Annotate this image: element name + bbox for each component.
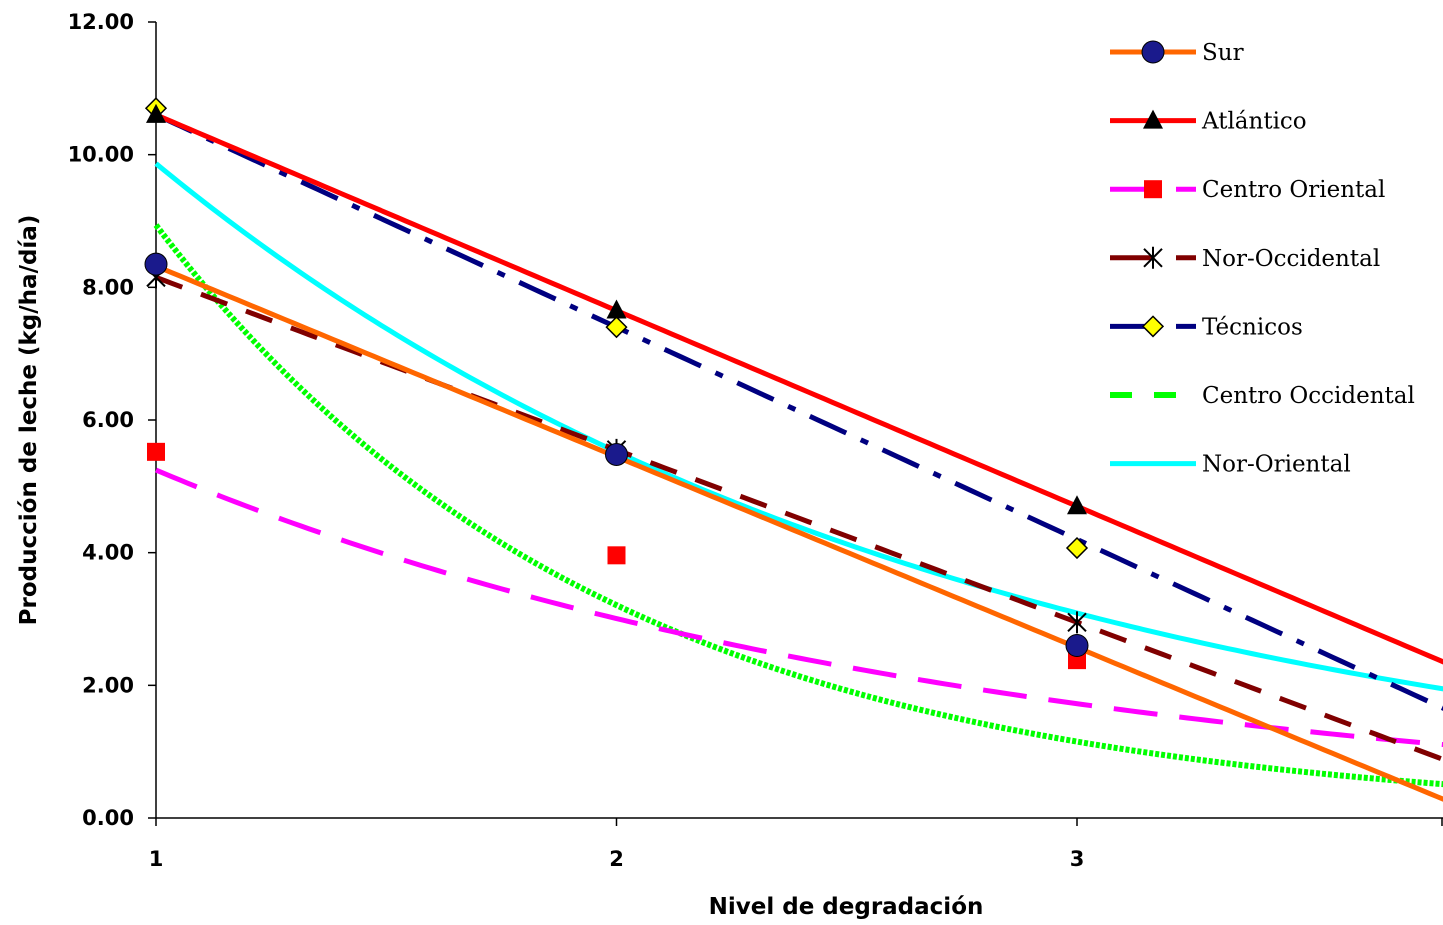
x-tick-label: 2: [609, 847, 624, 871]
data-point-centro-oriental: [147, 442, 165, 461]
x-tick-label: 3: [1070, 847, 1085, 871]
y-tick-label: 12.00: [68, 10, 134, 34]
series-line-centro-oriental: [155, 467, 1443, 748]
y-tick-label: 0.00: [82, 806, 134, 830]
data-point-sur: [144, 252, 168, 276]
legend-marker: [1143, 246, 1163, 269]
series-line-tecnicos: [154, 112, 1443, 711]
legend-item-sur: Sur: [1110, 40, 1244, 66]
marker-layer: [144, 97, 1089, 670]
legend-item-atlantico: Atlántico: [1110, 109, 1307, 135]
axes: [155, 22, 1443, 819]
legend-item-nor-oriental: Nor-Oriental: [1110, 452, 1351, 478]
legend-marker: [1144, 180, 1162, 199]
legend: Sur Atlántico Centro Oriental Nor-Occidenta…: [1110, 40, 1415, 478]
data-point-sur: [1065, 634, 1089, 658]
legend-label: Nor-Occidental: [1202, 246, 1380, 272]
series-line-nor-oriental: [154, 161, 1443, 692]
series-line-centro-occidental: [153, 223, 1443, 788]
data-point-tecnicos: [605, 316, 628, 339]
x-tick-label: 1: [149, 847, 164, 871]
legend-item-centro-oriental: Centro Oriental: [1110, 177, 1385, 203]
legend-label: Centro Oriental: [1202, 177, 1385, 203]
y-tick-label: 2.00: [82, 673, 134, 697]
series-line-sur: [155, 263, 1443, 802]
legend-item-centro-occidental: Centro Occidental: [1110, 383, 1415, 409]
y-tick-label: 10.00: [68, 143, 134, 167]
data-point-nor-occidental: [1067, 611, 1087, 634]
data-point-atlantico: [606, 299, 627, 319]
legend-label: Centro Occidental: [1202, 383, 1415, 409]
legend-marker: [1141, 40, 1165, 64]
y-tick-label: 4.00: [82, 541, 134, 565]
data-point-atlantico: [1067, 495, 1087, 515]
data-point-centro-oriental: [607, 546, 626, 565]
legend-label: Sur: [1202, 40, 1244, 66]
legend-marker: [1143, 109, 1163, 129]
series-line-nor-occidental: [155, 275, 1443, 763]
y-tick-label: 6.00: [82, 408, 134, 432]
legend-item-tecnicos: Técnicos: [1110, 314, 1303, 340]
legend-item-nor-occidental: Nor-Occidental: [1110, 246, 1380, 272]
data-point-atlantico: [146, 103, 166, 123]
legend-marker: [1141, 315, 1165, 338]
series-line-atlantico: [155, 112, 1443, 665]
legend-label: Técnicos: [1202, 314, 1303, 340]
y-axis-title: Producción de leche (kg/ha/día): [16, 215, 42, 626]
y-tick-label: 8.00: [82, 275, 134, 299]
data-point-sur: [605, 442, 628, 466]
data-point-tecnicos: [1065, 536, 1089, 560]
series-layer: [153, 112, 1443, 802]
tick-layer: 0.00 2.00 4.00 6.00 8.00 10.00 12.00 1 2 3: [68, 10, 1443, 871]
legend-label: Nor-Oriental: [1202, 452, 1351, 478]
legend-label: Atlántico: [1201, 109, 1307, 135]
x-axis-title: Nivel de degradación: [709, 894, 984, 920]
